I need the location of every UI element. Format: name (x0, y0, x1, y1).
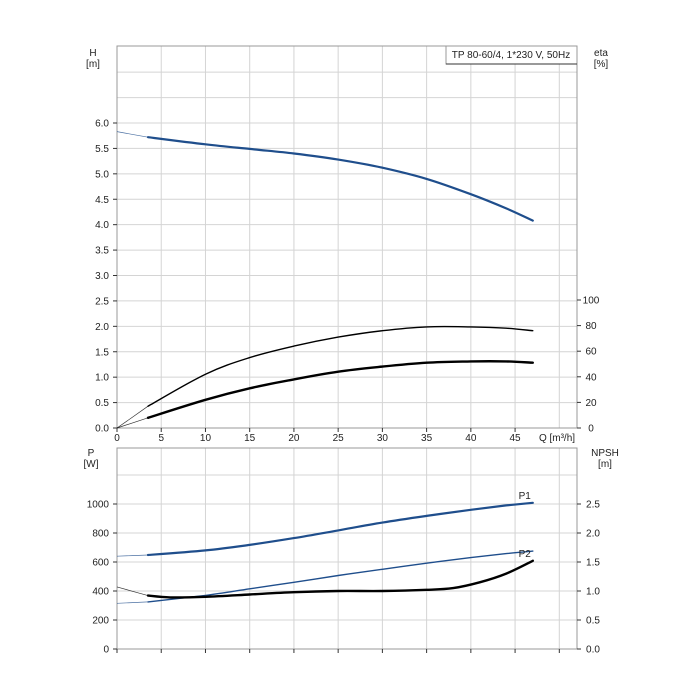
efficiency-curve-2-extension (116, 417, 149, 429)
h-axis-label: H (89, 48, 96, 59)
p-tick-label: 0 (103, 645, 109, 656)
text-layer: 0.0 0.5 1.0 1.5 2.0 2.5 3.0 3.5 4.0 4.5 5.0 5.5 6.0 0… (84, 48, 619, 656)
p1-curve-extension (116, 554, 149, 557)
npsh-axis-label: NPSH (591, 448, 619, 459)
q-tick-label: 20 (288, 433, 300, 444)
efficiency-curve-1 (147, 325, 534, 407)
npsh-tick-label: 0.0 (586, 645, 600, 656)
q-axis-label: Q [m³/h] (539, 433, 575, 444)
p-axis-unit: [W] (84, 459, 99, 470)
npsh-curve-extension (116, 586, 149, 596)
q-tick-label: 0 (114, 433, 120, 444)
q-tick-label: 45 (510, 433, 522, 444)
npsh-tick-label: 0.5 (586, 616, 600, 627)
npsh-curve (146, 559, 534, 599)
p-axis-label: P (88, 448, 95, 459)
eta-axis-label: eta (594, 48, 608, 59)
p-tick-label: 200 (92, 616, 109, 627)
h-tick-label: 4.0 (95, 220, 109, 231)
p-tick-label: 800 (92, 529, 109, 540)
q-tick-label: 35 (421, 433, 433, 444)
h-tick-label: 2.5 (95, 296, 109, 307)
p1-curve (146, 501, 534, 557)
p2-curve (147, 550, 534, 603)
eta-tick-label: 100 (583, 296, 600, 307)
h-tick-label: 2.0 (95, 322, 109, 333)
p-tick-label: 600 (92, 558, 109, 569)
npsh-axis-unit: [m] (598, 459, 612, 470)
efficiency-curve-1-extension (116, 405, 149, 429)
head-curve (146, 136, 534, 222)
p2-label: P2 (519, 549, 532, 560)
eta-tick-label: 0 (588, 424, 594, 435)
h-tick-label: 5.0 (95, 169, 109, 180)
efficiency-curve-2 (146, 360, 534, 419)
h-axis-unit: [m] (86, 59, 100, 70)
h-tick-label: 3.5 (95, 246, 109, 257)
q-tick-label: 5 (158, 433, 164, 444)
head-curve-extension (116, 131, 149, 138)
q-tick-label: 15 (244, 433, 256, 444)
q-tick-label: 10 (200, 433, 212, 444)
npsh-tick-label: 1.5 (586, 558, 600, 569)
p-tick-label: 1000 (87, 500, 110, 511)
series-layer (116, 131, 534, 604)
q-tick-label: 40 (465, 433, 477, 444)
eta-tick-label: 40 (585, 372, 597, 383)
npsh-tick-label: 1.0 (586, 587, 600, 598)
eta-tick-label: 60 (585, 347, 597, 358)
eta-tick-label: 20 (585, 398, 597, 409)
npsh-tick-label: 2.0 (586, 529, 600, 540)
q-tick-label: 25 (333, 433, 345, 444)
h-tick-label: 6.0 (95, 119, 109, 130)
h-tick-label: 0.5 (95, 398, 109, 409)
npsh-tick-label: 2.5 (586, 500, 600, 511)
eta-axis-unit: [%] (594, 59, 609, 70)
h-tick-label: 3.0 (95, 271, 109, 282)
h-tick-label: 1.5 (95, 347, 109, 358)
upper-plot-frame (116, 45, 578, 429)
h-tick-label: 4.5 (95, 195, 109, 206)
h-tick-label: 1.0 (95, 373, 109, 384)
grid-layer (116, 46, 577, 650)
eta-tick-label: 80 (585, 321, 597, 332)
q-tick-label: 30 (377, 433, 389, 444)
frame-layer (113, 45, 581, 653)
p1-label: P1 (519, 491, 532, 502)
p-tick-label: 400 (92, 587, 109, 598)
chart-title: TP 80-60/4, 1*230 V, 50Hz (452, 50, 570, 61)
h-tick-label: 0.0 (95, 424, 109, 435)
lower-plot-frame (116, 447, 578, 650)
p2-curve-extension (116, 601, 149, 604)
h-tick-label: 5.5 (95, 144, 109, 155)
